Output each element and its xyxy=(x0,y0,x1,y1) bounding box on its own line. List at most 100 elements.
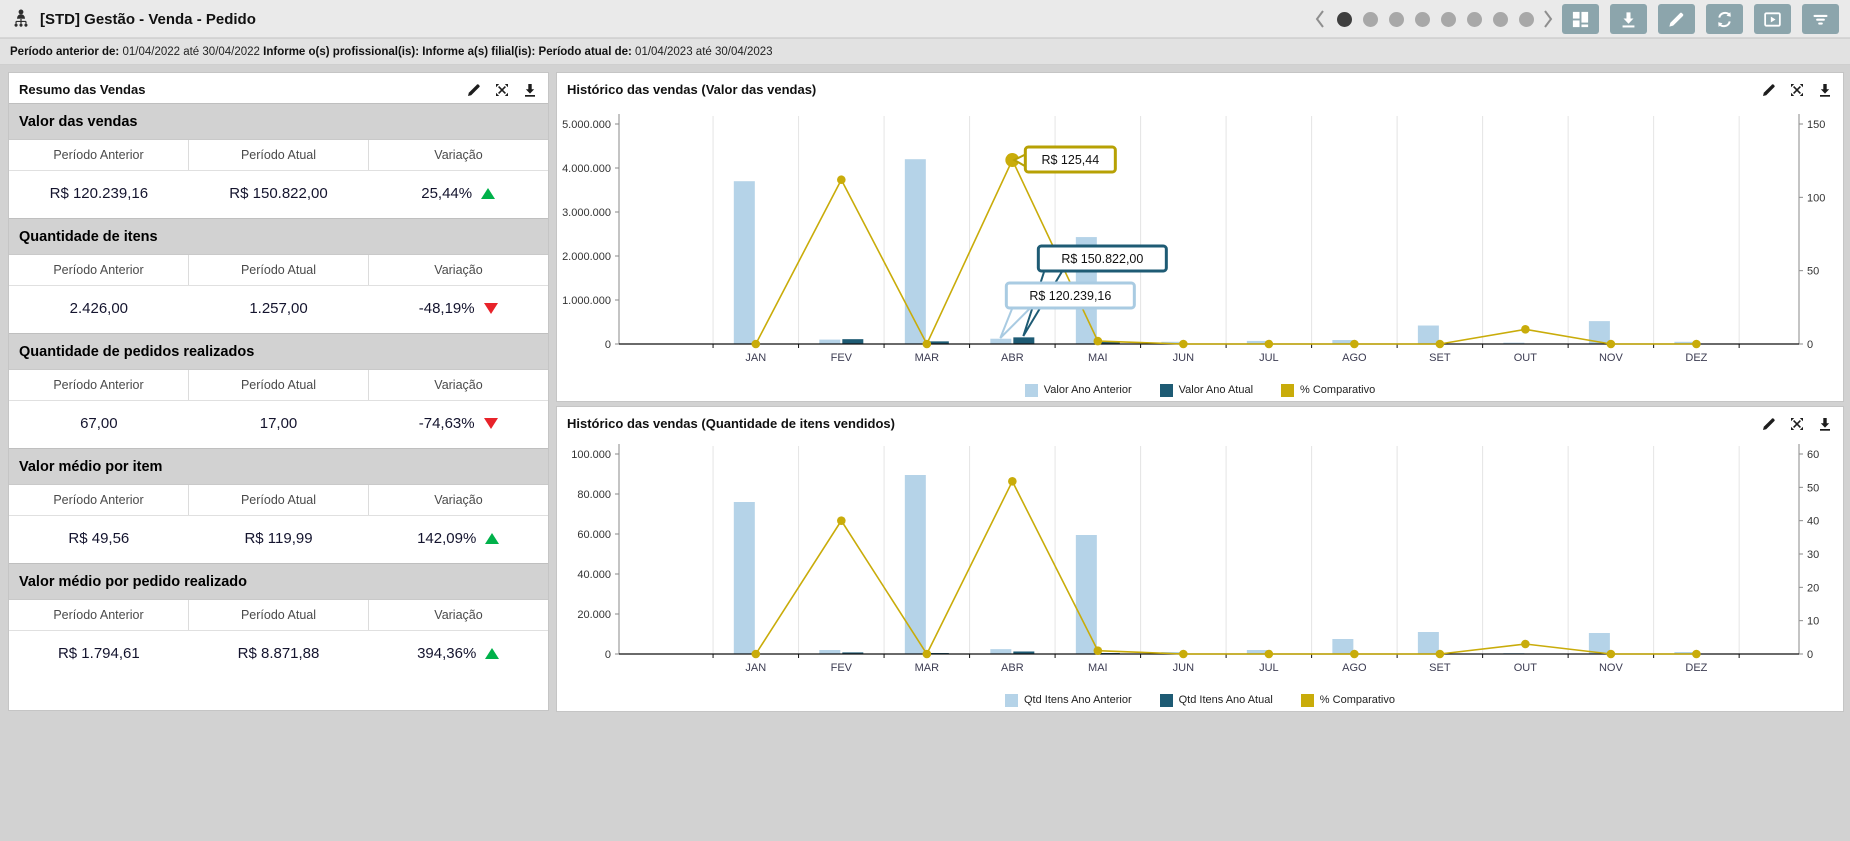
x-axis-label: NOV xyxy=(1599,352,1624,364)
legend-item[interactable]: Qtd Itens Ano Anterior xyxy=(1004,693,1132,707)
legend-label: % Comparativo xyxy=(1319,694,1395,706)
edit-icon[interactable] xyxy=(1761,82,1777,98)
column-header: Período Anterior xyxy=(9,255,189,285)
svg-text:0: 0 xyxy=(605,649,611,661)
legend-item[interactable]: Valor Ano Atual xyxy=(1159,383,1253,397)
current-value: 1.257,00 xyxy=(249,299,308,317)
org-chart-icon xyxy=(10,8,32,30)
tooltip-comparative xyxy=(1023,145,1117,174)
bar-previous-NOV xyxy=(1588,633,1610,654)
page-title: [STD] Gestão - Venda - Pedido xyxy=(40,10,256,28)
svg-text:20.000: 20.000 xyxy=(577,609,611,621)
maximize-icon[interactable] xyxy=(1789,416,1805,432)
line-point-SET xyxy=(1435,339,1445,349)
page-dot[interactable] xyxy=(1466,11,1482,27)
x-axis-label: JAN xyxy=(745,662,766,674)
legend-label: Qtd Itens Ano Anterior xyxy=(1023,694,1132,706)
page-prev-chevron[interactable] xyxy=(1314,9,1328,29)
column-header: Variação xyxy=(434,493,483,507)
summary-body: Valor das vendas Período Anterior Período … xyxy=(9,103,548,675)
page-dot[interactable] xyxy=(1362,11,1378,27)
page-dot[interactable] xyxy=(1492,11,1508,27)
page-dot[interactable] xyxy=(1518,11,1534,27)
items-quantity-chart[interactable]: 0 20.000 40.000 60.000 80.000 100.000 0 10 20 30 4… xyxy=(557,434,1841,688)
bar-current-MAI xyxy=(1098,341,1120,344)
line-point-AGO xyxy=(1350,649,1359,659)
line-point-OUT xyxy=(1521,325,1530,334)
current-value: R$ 150.822,00 xyxy=(229,184,328,202)
line-point-MAI xyxy=(1093,336,1103,346)
sales-value-chart-actions xyxy=(1761,76,1833,98)
download-icon[interactable] xyxy=(1817,416,1833,432)
bar-previous-MAR xyxy=(904,159,926,344)
variation-value: 394,36% xyxy=(368,631,548,675)
line-point-NOV xyxy=(1606,339,1616,349)
sales-value-chart-legend: Valor Ano Anterior Valor Ano Atual % Compa… xyxy=(557,378,1843,402)
toolbar-button-present[interactable] xyxy=(1754,4,1791,34)
svg-text:3.000.000: 3.000.000 xyxy=(562,207,611,219)
toolbar-button-download[interactable] xyxy=(1610,4,1647,34)
maximize-icon[interactable] xyxy=(1789,82,1805,98)
legend-item[interactable]: Qtd Itens Ano Atual xyxy=(1159,693,1273,707)
previous-value: R$ 1.794,61 xyxy=(57,644,140,662)
bar-current-ABR xyxy=(1013,337,1035,344)
edit-icon[interactable] xyxy=(466,82,482,98)
page-dot[interactable] xyxy=(1440,11,1456,27)
legend-swatch xyxy=(1159,693,1173,707)
legend-item[interactable]: % Comparativo xyxy=(1281,383,1375,397)
bar-previous-FEV xyxy=(819,650,841,654)
sales-value-chart-panel: Histórico das vendas (Valor das vendas) … xyxy=(556,72,1844,402)
svg-text:50: 50 xyxy=(1807,482,1819,494)
sales-value-chart-head: Histórico das vendas (Valor das vendas) xyxy=(557,73,1843,100)
edit-icon[interactable] xyxy=(1761,416,1777,432)
gridlines xyxy=(712,116,1740,344)
summary-values-row: R$ 1.794,61 R$ 8.871,88 394,36% xyxy=(9,631,548,675)
bar-current-FEV xyxy=(842,652,864,654)
legend-item[interactable]: Valor Ano Anterior xyxy=(1024,383,1132,397)
items-qty-chart-panel: Histórico das vendas (Quantidade de iten… xyxy=(556,406,1844,712)
summary-column-headers: Período Anterior Período Atual Variação xyxy=(9,140,548,171)
svg-text:80.000: 80.000 xyxy=(577,489,611,501)
items-qty-chart-title: Histórico das vendas (Quantidade de iten… xyxy=(567,416,895,431)
filter-value[interactable]: 01/04/2023 até 30/04/2023 xyxy=(635,45,776,58)
summary-panel-actions xyxy=(466,76,538,98)
svg-text:100: 100 xyxy=(1807,192,1825,204)
x-axis-label: MAI xyxy=(1088,662,1108,674)
x-axis-label: ABR xyxy=(1001,662,1024,674)
legend-item[interactable]: % Comparativo xyxy=(1300,693,1395,707)
toolbar-button-edit[interactable] xyxy=(1658,4,1695,34)
bar-previous-FEV xyxy=(819,339,841,344)
page-dot-active[interactable] xyxy=(1336,11,1352,27)
x-axis-label: FEV xyxy=(831,352,853,364)
toolbar-button-layout[interactable] xyxy=(1562,4,1599,34)
summary-section-title: Valor das vendas xyxy=(9,103,548,140)
previous-value: R$ 120.239,16 xyxy=(49,184,149,202)
page-next-chevron[interactable] xyxy=(1542,9,1556,29)
bar-previous-AGO xyxy=(1332,639,1354,654)
svg-text:60.000: 60.000 xyxy=(577,529,611,541)
legend-label: Qtd Itens Ano Atual xyxy=(1178,694,1273,706)
column-header: Período Anterior xyxy=(9,140,189,170)
sales-value-chart[interactable]: 0 1.000.000 2.000.000 3.000.000 4.000.000 5.0… xyxy=(557,100,1841,378)
download-icon[interactable] xyxy=(522,82,538,98)
trend-up-icon xyxy=(481,187,496,199)
maximize-icon[interactable] xyxy=(494,82,510,98)
trend-up-icon xyxy=(485,647,500,659)
svg-text:100.000: 100.000 xyxy=(571,449,611,461)
filter-value[interactable]: 01/04/2022 até 30/04/2022 xyxy=(122,45,264,58)
line-point-FEV xyxy=(837,516,846,525)
page-dot[interactable] xyxy=(1414,11,1430,27)
svg-text:R$ 150.822,00: R$ 150.822,00 xyxy=(1061,252,1143,266)
download-icon[interactable] xyxy=(1817,82,1833,98)
bar-previous-ABR xyxy=(990,649,1012,654)
filter-bar: Período anterior de: 01/04/2022 até 30/0… xyxy=(0,39,1850,65)
x-axis-label: JAN xyxy=(745,352,766,364)
toolbar-button-refresh[interactable] xyxy=(1706,4,1743,34)
bar-current-ABR xyxy=(1013,651,1035,654)
bar-previous-SET xyxy=(1417,632,1439,654)
line-point-JAN xyxy=(751,339,761,349)
x-axis-label: AGO xyxy=(1342,662,1367,674)
page-dot[interactable] xyxy=(1388,11,1404,27)
svg-text:30: 30 xyxy=(1807,549,1819,561)
toolbar-button-filter[interactable] xyxy=(1802,4,1839,34)
